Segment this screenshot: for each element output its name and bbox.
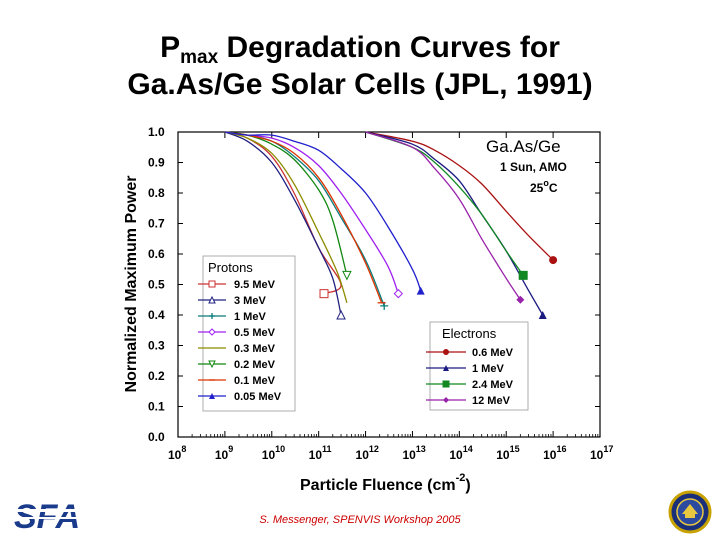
legend-label: 0.5 MeV — [234, 327, 276, 339]
legend-label: 12 MeV — [472, 395, 511, 407]
footer-credit: S. Messenger, SPENVIS Workshop 2005 — [259, 514, 461, 526]
sfa-logo-text: SFA — [14, 498, 80, 532]
y-tick-label: 0.9 — [148, 156, 165, 170]
data-point-marker — [443, 365, 449, 371]
series-line — [365, 131, 554, 261]
slide-title-line2: Ga.As/Ge Solar Cells (JPL, 1991) — [127, 68, 593, 101]
y-tick-label: 1.0 — [148, 125, 165, 139]
legend-label: 0.05 MeV — [234, 391, 282, 403]
y-tick-label: 0.6 — [148, 247, 165, 261]
title-rest: Degradation Curves for — [218, 31, 560, 64]
legend-label: 1 MeV — [472, 363, 504, 375]
legend-label: 0.6 MeV — [472, 347, 514, 359]
series-line — [365, 131, 544, 316]
chart-axes: 0.0 0.1 0.2 0.3 0.4 0.5 0.6 0.7 0.8 0.9 1.0 108 109 1… — [123, 125, 613, 494]
y-tick-label: 0.2 — [148, 369, 165, 383]
series-line — [224, 131, 422, 291]
y-tick-label: 0.7 — [148, 217, 165, 231]
data-point-marker — [208, 360, 216, 369]
y-tick-label: 0.8 — [148, 186, 165, 200]
degradation-chart: 0.0 0.1 0.2 0.3 0.4 0.5 0.6 0.7 0.8 0.9 1.0 108 109 1… — [123, 125, 613, 494]
y-tick-label: 0.1 — [148, 400, 165, 414]
series-electrons-12-mev — [365, 131, 525, 304]
data-point-marker — [208, 280, 216, 288]
data-point-marker — [208, 295, 216, 304]
protons-legend-box — [202, 255, 296, 412]
y-tick-label: 0.0 — [148, 430, 165, 444]
sfa-logo: SFA — [12, 498, 112, 532]
data-point-marker — [416, 286, 425, 295]
series-protons-0.3-mev — [224, 131, 348, 303]
series-protons-0.05-mev — [224, 131, 425, 295]
y-tick-label: 0.5 — [148, 278, 165, 292]
data-point-marker — [209, 393, 215, 399]
y-axis-label: Normalized Maximum Power — [123, 176, 140, 393]
legend-label: 0.3 MeV — [234, 343, 276, 355]
series-protons-3-mev — [224, 131, 346, 320]
series-protons-0.5-mev — [224, 131, 404, 299]
slide-title-line1: Pmax Degradation Curves for — [0, 30, 720, 76]
chart-legends: Protons 9.5 MeV 3 MeV 1 MeV 0.5 MeV 0.3 MeV 0.… — [198, 255, 529, 412]
series-line — [224, 131, 399, 294]
chart-annotation: Ga.As/Ge 1 Sun, AMO 25oC — [486, 137, 567, 195]
electrons-legend-title: Electrons — [442, 326, 497, 341]
series-layer — [224, 131, 558, 320]
y-tick-label: 0.3 — [148, 339, 165, 353]
x-tick-label: 109 — [215, 444, 233, 462]
series-electrons-0.6-mev — [365, 131, 558, 265]
legend-label: 0.1 MeV — [234, 375, 276, 387]
x-tick-label: 1012 — [356, 444, 379, 462]
x-tick-label: 1011 — [309, 444, 332, 462]
legend-label: 9.5 MeV — [234, 279, 276, 291]
data-point-marker — [538, 311, 547, 319]
legend-label: 3 MeV — [234, 295, 266, 307]
protons-legend-title: Protons — [208, 260, 253, 275]
data-point-marker — [209, 313, 215, 319]
data-point-marker — [319, 289, 329, 299]
series-electrons-1-mev — [365, 131, 547, 319]
legend-label: 0.2 MeV — [234, 359, 276, 371]
data-point-marker — [442, 380, 450, 388]
title-subscript: max — [180, 47, 219, 68]
x-tick-label: 1014 — [449, 444, 472, 462]
x-tick-label: 108 — [168, 444, 186, 462]
data-point-marker — [516, 295, 525, 304]
data-point-marker — [208, 328, 216, 336]
series-line — [224, 131, 348, 303]
series-line — [365, 131, 521, 301]
x-axis-label: Particle Fluence (cm-2) — [300, 472, 471, 494]
x-tick-label: 1015 — [496, 444, 519, 462]
annotation-line1: 1 Sun, AMO — [500, 160, 567, 174]
data-point-marker — [549, 256, 558, 265]
x-tick-label: 1017 — [590, 444, 613, 462]
y-tick-label: 0.4 — [148, 308, 165, 322]
data-point-marker — [393, 288, 404, 299]
legend-label: 1 MeV — [234, 311, 266, 323]
data-point-marker — [443, 397, 449, 403]
legend-label: 2.4 MeV — [472, 379, 514, 391]
data-point-marker — [518, 270, 528, 280]
series-line — [224, 131, 342, 316]
data-point-marker — [336, 309, 346, 320]
data-point-marker — [342, 270, 352, 281]
x-tick-label: 1013 — [402, 444, 425, 462]
data-point-marker — [443, 349, 449, 355]
annotation-line2: 25oC — [530, 178, 558, 195]
x-tick-label: 1010 — [262, 444, 285, 462]
annotation-title: Ga.As/Ge — [486, 137, 561, 156]
title-main: P — [160, 31, 181, 64]
x-tick-label: 1016 — [543, 444, 566, 462]
navy-seal-icon — [668, 490, 712, 534]
